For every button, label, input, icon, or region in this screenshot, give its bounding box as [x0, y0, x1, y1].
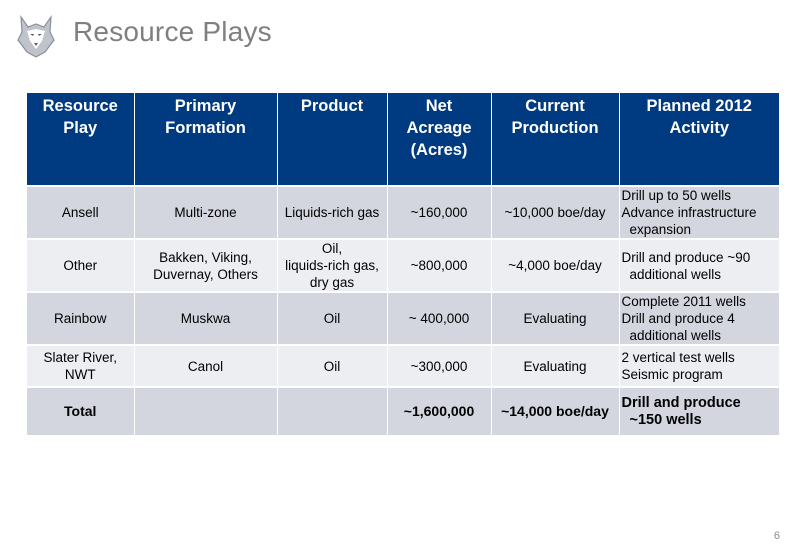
- header-line: Product: [300, 97, 364, 115]
- formation-line: Duvernay, Others: [153, 266, 258, 282]
- table-row: Rainbow Muskwa Oil ~ 400,000 Evaluating …: [27, 291, 779, 345]
- header-line: Acreage: [406, 119, 472, 137]
- header-primary-formation: Primary Formation: [133, 93, 277, 186]
- cell-activity: Drill and produce ~90 additional wells: [618, 238, 779, 292]
- cell-empty: [133, 386, 277, 435]
- header-line: Planned 2012: [646, 97, 752, 115]
- cell-play: Ansell: [27, 185, 134, 239]
- table-row: Ansell Multi-zone Liquids-rich gas ~160,…: [27, 185, 779, 239]
- header-line: Production: [511, 119, 599, 137]
- activity-line: Advance infrastructure: [621, 205, 757, 220]
- activity-line: additional wells: [629, 266, 722, 282]
- header-planned-activity: Planned 2012 Activity: [618, 93, 779, 186]
- cell-production: Evaluating: [490, 344, 619, 387]
- header-current-production: Current Production: [490, 93, 619, 186]
- cell-activity: Drill up to 50 wells Advance infrastruct…: [618, 185, 779, 239]
- cell-play: Other: [27, 238, 134, 292]
- product-line: liquids-rich gas,: [285, 258, 379, 273]
- cell-total-acreage: ~1,600,000: [386, 386, 491, 435]
- cell-formation: Muskwa: [133, 291, 277, 345]
- header-line: Formation: [165, 119, 246, 137]
- cell-product: Oil: [276, 291, 387, 345]
- activity-line: Drill up to 50 wells: [621, 188, 732, 203]
- page-title: Resource Plays: [73, 16, 272, 47]
- cell-production: ~10,000 boe/day: [490, 185, 619, 239]
- cell-acreage: ~ 400,000: [386, 291, 491, 345]
- cell-total-label: Total: [27, 386, 134, 435]
- activity-line: expansion: [629, 222, 692, 237]
- cell-production: ~4,000 boe/day: [490, 238, 619, 292]
- cell-total-production: ~14,000 boe/day: [490, 386, 619, 435]
- activity-line: ~150 wells: [629, 411, 702, 428]
- page-number: 6: [773, 530, 780, 542]
- header-line: Net: [425, 97, 453, 115]
- activity-line: Complete 2011 wells: [621, 294, 746, 309]
- activity-line: Seismic program: [621, 367, 723, 382]
- header-resource-play: Resource Play: [27, 93, 134, 186]
- cell-activity: Complete 2011 wells Drill and produce 4 …: [618, 291, 779, 345]
- cell-acreage: ~160,000: [386, 185, 491, 239]
- header-net-acreage: Net Acreage (Acres): [386, 93, 491, 186]
- play-line: NWT: [64, 367, 96, 382]
- cell-play: Rainbow: [27, 291, 134, 345]
- cell-acreage: ~300,000: [386, 344, 491, 387]
- header-line: Play: [63, 119, 98, 137]
- product-line: Oil,: [321, 241, 343, 256]
- cell-activity: 2 vertical test wells Seismic program: [618, 344, 779, 387]
- cell-product: Oil, liquids-rich gas, dry gas: [276, 238, 387, 292]
- cell-formation: Multi-zone: [133, 185, 277, 239]
- activity-line: Drill and produce ~90: [621, 249, 751, 265]
- cell-acreage: ~800,000: [386, 238, 491, 292]
- header-line: Current: [525, 97, 585, 115]
- product-line: dry gas: [309, 275, 355, 290]
- cell-product: Oil: [276, 344, 387, 387]
- header-product: Product: [276, 93, 387, 186]
- cell-empty: [276, 386, 387, 435]
- husky-logo-icon: [12, 12, 60, 60]
- cell-formation: Canol: [133, 344, 277, 387]
- activity-line: Drill and produce: [621, 394, 741, 411]
- cell-play: Slater River, NWT: [27, 344, 134, 387]
- play-line: Slater River,: [43, 350, 118, 365]
- table-header-row: Resource Play Primary Formation Product …: [27, 93, 779, 186]
- cell-product: Liquids-rich gas: [276, 185, 387, 239]
- cell-formation: Bakken, Viking, Duvernay, Others: [133, 238, 277, 292]
- formation-line: Bakken, Viking,: [159, 249, 252, 265]
- header-line: (Acres): [410, 141, 468, 159]
- table-row: Other Bakken, Viking, Duvernay, Others O…: [27, 238, 779, 292]
- total-row: Total ~1,600,000 ~14,000 boe/day Drill a…: [27, 386, 779, 435]
- activity-line: 2 vertical test wells: [621, 350, 735, 365]
- activity-line: Drill and produce 4: [621, 311, 735, 326]
- header-line: Primary: [174, 97, 237, 115]
- cell-total-activity: Drill and produce ~150 wells: [618, 386, 779, 435]
- table-row: Slater River, NWT Canol Oil ~300,000 Eva…: [27, 344, 779, 387]
- cell-production: Evaluating: [490, 291, 619, 345]
- header-line: Activity: [669, 119, 730, 137]
- resource-plays-table: Resource Play Primary Formation Product …: [27, 93, 779, 435]
- activity-line: additional wells: [629, 328, 722, 343]
- header-line: Resource: [42, 97, 118, 115]
